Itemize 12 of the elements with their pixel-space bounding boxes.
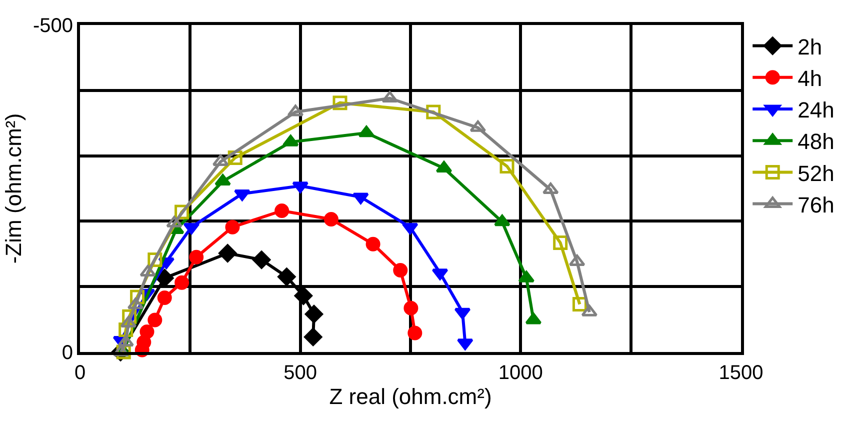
x-axis-title: Z real (ohm.cm²) <box>329 384 492 409</box>
legend-label: 48h <box>798 129 834 154</box>
legend-label: 2h <box>798 34 822 60</box>
legend-label: 4h <box>798 66 822 91</box>
x-tick-label: 1500 <box>718 362 764 384</box>
y-tick-label: -500 <box>32 15 73 37</box>
legend-label: 24h <box>798 98 834 123</box>
x-tick-label: 1000 <box>498 362 543 384</box>
x-tick-label: 500 <box>284 362 318 384</box>
legend-label: 52h <box>798 160 834 186</box>
y-axis-title: -Zim (ohm.cm²) <box>0 113 26 264</box>
legend-label: 76h <box>798 192 834 218</box>
